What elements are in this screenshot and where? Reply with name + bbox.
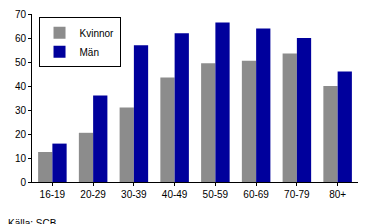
svg-text:0: 0 (20, 177, 26, 188)
svg-text:Kvinnor: Kvinnor (80, 28, 115, 39)
svg-text:50: 50 (15, 57, 27, 68)
svg-text:70: 70 (15, 9, 27, 20)
svg-text:50-59: 50-59 (203, 189, 229, 200)
svg-text:30-39: 30-39 (121, 189, 147, 200)
svg-text:80+: 80+ (329, 189, 346, 200)
svg-text:40: 40 (15, 81, 27, 92)
svg-text:40-49: 40-49 (162, 189, 188, 200)
svg-text:70-79: 70-79 (284, 189, 310, 200)
svg-text:20: 20 (15, 129, 27, 140)
svg-text:16-19: 16-19 (40, 189, 66, 200)
svg-text:Källa: SCB: Källa: SCB (8, 218, 57, 224)
svg-text:20-29: 20-29 (80, 189, 106, 200)
svg-text:Män: Män (80, 47, 99, 58)
svg-text:60-69: 60-69 (243, 189, 269, 200)
svg-text:10: 10 (15, 153, 27, 164)
svg-text:30: 30 (15, 105, 27, 116)
svg-text:60: 60 (15, 33, 27, 44)
